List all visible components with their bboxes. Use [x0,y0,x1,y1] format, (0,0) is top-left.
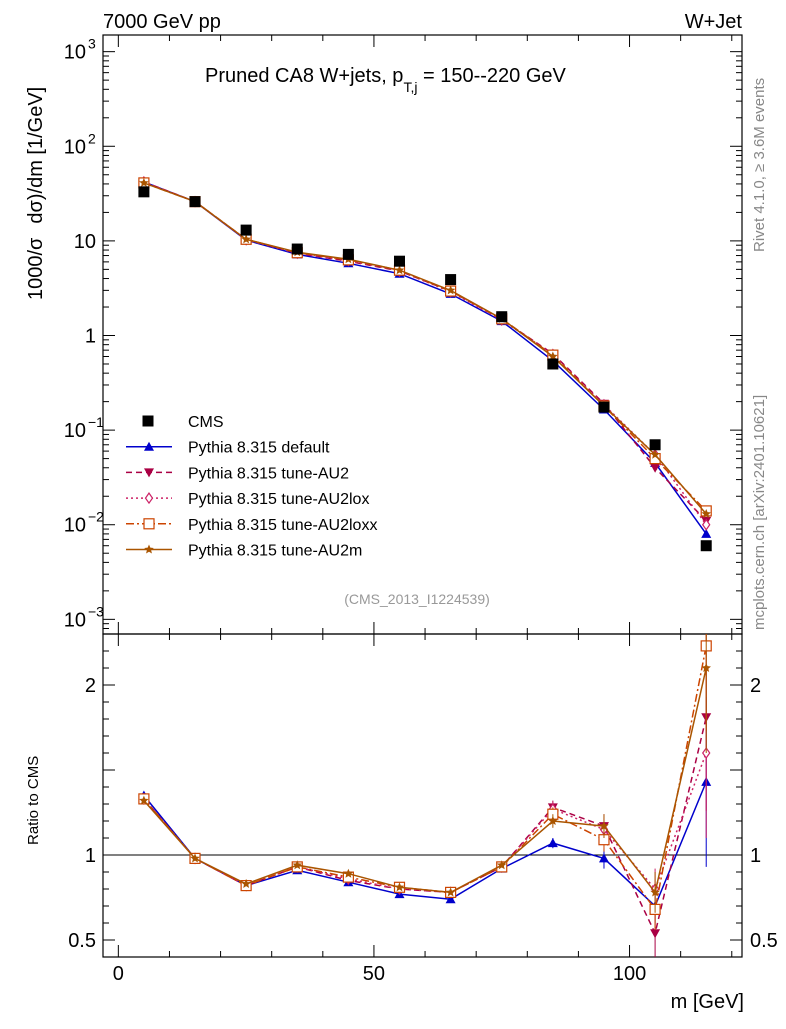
ratio-series-line [143,781,707,908]
process-label: W+Jet [685,11,743,33]
ratio-series-point [650,929,661,939]
main-panel [138,175,712,552]
ratio-series-point [598,853,609,863]
main-series-point [394,265,405,275]
ratio-series-line [143,667,707,895]
x-tick-label: 50 [363,963,385,985]
main-y-tick-label: 10 [64,420,86,442]
cms-data-point [342,248,354,260]
ratio-series-point [190,853,200,863]
ratio-y-tick-label: 0.5 [68,930,96,952]
main-y-axis-label-right: dσ)/dm [1/GeV] [25,87,47,224]
cms-data-point [291,243,303,255]
ratio-series-point [548,816,558,826]
x-tick-label: 0 [113,963,124,985]
legend-label: Pythia 8.315 tune-AU2 [188,465,349,482]
cms-data-point [700,540,712,552]
ratio-panel [103,634,742,957]
ratio-y-tick-label: 2 [85,675,96,697]
main-y-tick-exponent: 3 [88,36,96,52]
ratio-series-point [241,878,251,888]
legend-label: Pythia 8.315 tune-AU2lox [188,491,369,508]
ratio-y-tick-label-right: 0.5 [750,930,778,952]
analysis-id: (CMS_2013_I1224539) [344,591,490,607]
plot-title-main: Pruned CA8 W+jets, p [205,65,403,87]
side-rivet-label: Rivet 4.1.0, ≥ 3.6M events [751,78,768,252]
energy-label: 7000 GeV pp [103,11,221,33]
main-series-point [548,351,558,361]
legend-label: Pythia 8.315 tune-AU2m [188,543,362,560]
cms-data-point [496,311,508,323]
main-y-tick-exponent: −2 [88,509,104,525]
plot-title-tail: = 150--220 GeV [417,65,566,87]
legend-symbol [144,468,154,478]
legend-symbol-cms [142,415,154,427]
ratio-series-line [143,752,707,894]
main-series-point [701,518,711,531]
ratio-series-point [599,821,609,831]
main-y-tick-label: 10 [64,515,86,537]
plot-title: Pruned CA8 W+jets, pT,j = 150--220 GeV [205,65,567,95]
legend-symbol [143,518,155,530]
cms-data-point [240,224,252,236]
main-y-tick-label: 1 [85,326,96,348]
legend-label: Pythia 8.315 tune-AU2loxx [188,517,377,534]
cms-data-point [598,401,610,413]
ratio-y-axis-label: Ratio to CMS [25,756,42,845]
ratio-y-tick-label-right: 2 [750,675,761,697]
ratio-series-point [496,860,507,870]
main-y-tick-label: 10 [64,42,86,64]
legend-symbol [144,441,154,451]
legend-label-cms: CMS [188,414,224,431]
ratio-y-tick-label-right: 1 [750,845,761,867]
legend-symbol [144,492,154,505]
main-series-point [445,285,456,295]
main-y-tick-label: 10 [64,609,86,631]
main-y-tick-label: 10 [64,136,86,158]
main-series-point [701,528,712,538]
main-y-tick-label: 10 [74,231,96,253]
ratio-series-line [143,717,707,936]
main-series-line [143,182,707,512]
cms-data-point [445,274,457,286]
main-series-point [139,177,149,187]
main-series-line [143,182,707,515]
ratio-series-point [445,894,456,904]
legend-symbol [144,544,154,554]
x-axis-label: m [GeV] [671,991,744,1013]
main-series-point [241,234,251,244]
ratio-y-tick-label: 1 [85,845,96,867]
legend-label: Pythia 8.315 default [188,440,330,457]
main-y-axis-label: 1000/σ dσ)/dm [1/GeV] [25,87,47,300]
cms-data-point [547,358,559,370]
cms-data-point [138,186,150,198]
main-y-axis-label-left: 1000/σ [25,237,47,300]
ratio-series-point [394,882,405,892]
main-y-tick-exponent: −1 [88,414,104,430]
ratio-series-point [292,860,303,870]
cms-data-point [189,196,201,208]
ratio-series-point [547,838,558,848]
ratio-series-line [143,645,707,912]
ratio-panel-frame [102,633,743,958]
side-mcplots-label: mcplots.cern.ch [arXiv:2401.10621] [751,395,768,630]
x-tick-label: 100 [613,963,646,985]
ratio-series-point [650,887,660,897]
legend: CMS Pythia 8.315 default Pythia 8.315 tune… [126,414,377,560]
main-y-tick-exponent: 2 [88,130,96,146]
cms-data-point [393,255,405,267]
ratio-series-point [445,887,456,897]
plot-title-subscript: T,j [403,79,417,95]
main-y-tick-exponent: −3 [88,603,104,619]
ratio-series-point [343,868,354,878]
main-series-point [701,508,711,518]
main-series-point [650,449,660,459]
cms-data-point [649,439,661,451]
main-series-point [650,463,661,473]
ratio-series-point [139,795,149,805]
ratio-series-point [701,663,711,673]
